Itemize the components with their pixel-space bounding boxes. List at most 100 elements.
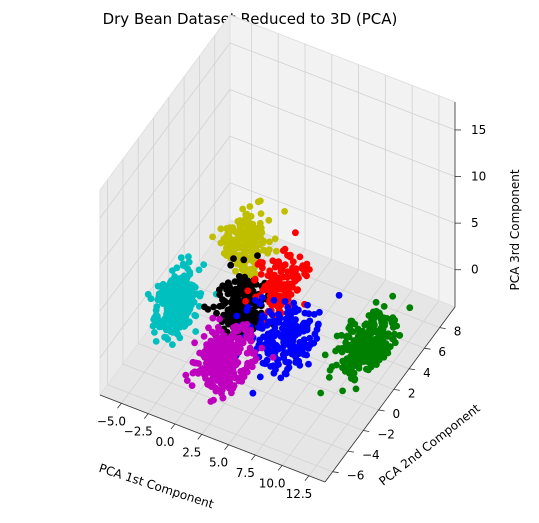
data-point — [190, 298, 198, 306]
data-point — [354, 326, 362, 334]
data-point — [275, 318, 283, 326]
data-point — [224, 290, 232, 298]
data-point — [218, 390, 225, 397]
data-point — [229, 224, 237, 232]
data-point — [351, 320, 359, 328]
data-point — [272, 275, 280, 283]
data-point — [258, 325, 266, 332]
data-point — [282, 336, 290, 343]
data-point — [232, 267, 239, 275]
axis-lines — [99, 102, 461, 483]
data-point — [332, 347, 339, 355]
data-point — [396, 332, 404, 339]
data-point — [188, 382, 196, 389]
data-point — [367, 343, 375, 350]
data-point — [296, 253, 304, 261]
data-point — [235, 251, 243, 259]
data-point — [243, 307, 251, 314]
data-point — [252, 297, 259, 304]
grid-line-x-floor — [308, 300, 440, 477]
z-tick-label: 10 — [471, 170, 486, 184]
data-point — [227, 298, 235, 306]
data-point — [248, 253, 256, 261]
data-point — [300, 351, 308, 358]
x-tick-mark — [197, 434, 203, 440]
data-point — [279, 247, 287, 255]
data-point — [273, 247, 280, 255]
data-point — [266, 348, 273, 356]
data-point — [176, 334, 184, 342]
data-point — [389, 324, 397, 331]
data-point — [211, 350, 219, 358]
data-point — [218, 328, 225, 335]
data-point — [346, 370, 353, 377]
y-tick-label: 2 — [408, 386, 416, 400]
data-point — [291, 304, 299, 312]
x-axis-label: PCA 1st Component — [97, 461, 215, 511]
data-point — [173, 264, 181, 272]
data-point — [228, 305, 236, 312]
data-point — [289, 258, 297, 266]
data-point — [235, 273, 243, 280]
data-point — [325, 374, 333, 381]
y-tick-mark — [363, 430, 370, 432]
data-point — [406, 304, 414, 312]
data-point — [305, 310, 313, 318]
grid-line-z-left — [99, 42, 231, 219]
data-point — [287, 251, 294, 259]
data-point — [230, 373, 238, 381]
x-axis-line — [99, 394, 326, 483]
data-point — [177, 254, 185, 262]
y-tick-label: −2 — [377, 428, 395, 442]
data-point — [252, 355, 260, 363]
data-point — [328, 363, 336, 371]
data-point — [310, 311, 318, 318]
data-point — [247, 326, 255, 334]
data-point — [218, 358, 226, 366]
x-tick-label: 10.0 — [259, 476, 286, 490]
data-point — [201, 348, 209, 355]
data-point — [272, 291, 280, 299]
data-point — [222, 369, 229, 377]
data-point — [304, 301, 311, 309]
data-point — [271, 263, 279, 271]
y-tick-label: 4 — [423, 366, 431, 380]
data-point — [202, 374, 209, 382]
data-point — [170, 314, 177, 322]
data-point — [183, 377, 191, 384]
data-point — [209, 233, 217, 241]
data-point — [292, 353, 299, 361]
data-point — [266, 308, 273, 315]
y-tick-mark — [332, 471, 339, 474]
data-point — [284, 304, 292, 311]
data-point — [350, 337, 358, 344]
data-point — [258, 229, 266, 237]
data-point — [339, 364, 346, 372]
data-point — [275, 258, 283, 266]
data-point — [229, 341, 237, 348]
data-point — [287, 312, 294, 319]
data-point — [362, 320, 370, 328]
data-point — [242, 280, 250, 288]
y-tick-mark — [347, 450, 355, 453]
data-point — [270, 332, 278, 340]
data-point — [215, 346, 223, 354]
grid-line-z-left — [99, 135, 231, 312]
chart-title: Dry Bean Dataset Reduced to 3D (PCA) — [103, 10, 398, 28]
data-point — [183, 282, 191, 290]
z-axis-label: PCA 3rd Component — [508, 169, 522, 290]
grid-line-z-back — [229, 89, 456, 177]
data-point — [264, 330, 272, 338]
data-point — [338, 345, 346, 352]
data-point — [195, 360, 202, 367]
data-point — [216, 291, 224, 299]
x-tick-label: 5.0 — [209, 456, 228, 470]
data-point — [281, 298, 289, 305]
data-point — [339, 387, 346, 395]
data-point — [235, 377, 243, 385]
data-point — [313, 326, 321, 333]
data-point — [241, 268, 248, 276]
data-point — [367, 329, 374, 337]
data-point — [195, 266, 203, 274]
